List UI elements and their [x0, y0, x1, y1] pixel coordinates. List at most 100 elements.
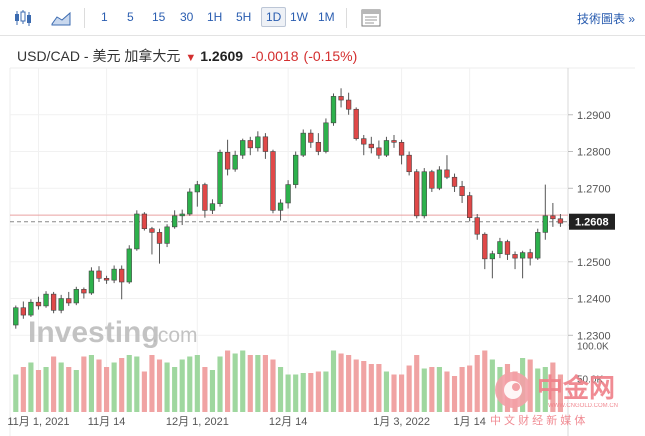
- candle-body: [557, 218, 564, 224]
- candle-body: [88, 270, 95, 294]
- volume-bar: [255, 355, 261, 412]
- volume-bar: [247, 355, 253, 412]
- candle-body: [323, 122, 329, 152]
- volume-bar: [51, 356, 57, 412]
- candle-body: [451, 176, 458, 187]
- volume-bar: [429, 367, 435, 412]
- area-type-icon[interactable]: [50, 8, 72, 28]
- candle-body: [376, 147, 382, 156]
- volume-bar: [134, 356, 140, 412]
- volume-bar: [406, 365, 412, 412]
- candle-body: [338, 96, 344, 101]
- timeframe-15[interactable]: 15: [152, 10, 166, 24]
- investing-logo: Investing: [28, 316, 160, 349]
- x-axis-tick-label: 11月 1, 2021: [7, 416, 69, 428]
- candle-body: [217, 151, 223, 205]
- timeframe-1h[interactable]: 1H: [207, 10, 223, 24]
- candle-body: [308, 132, 314, 143]
- y-axis-tick-label: 1.2700: [577, 183, 611, 195]
- timeframe-1d[interactable]: 1D: [261, 7, 287, 27]
- current-price-badge: [569, 213, 615, 230]
- candle-body: [368, 143, 374, 149]
- candle-body: [444, 169, 450, 178]
- indicators-panel-icon[interactable]: [360, 8, 382, 28]
- timeframe-5h[interactable]: 5H: [236, 10, 252, 24]
- y-axis-tick-label: 1.2500: [577, 257, 611, 269]
- volume-bar: [338, 353, 344, 412]
- timeframe-5[interactable]: 5: [127, 10, 134, 24]
- candle-body: [13, 307, 19, 326]
- candle-body: [149, 228, 155, 233]
- volume-bar: [209, 370, 216, 412]
- volume-bar: [308, 373, 314, 412]
- volume-bar: [66, 367, 72, 412]
- price-change-percent: (-0.15%): [303, 48, 358, 64]
- volume-bar: [512, 371, 518, 412]
- volume-bar: [444, 371, 450, 412]
- volume-bar: [300, 373, 306, 412]
- candle-body: [35, 301, 42, 307]
- y-axis-tick-label: 1.2800: [577, 147, 611, 159]
- candle-body: [550, 215, 556, 220]
- candle-body: [406, 154, 412, 173]
- volume-bar: [368, 364, 374, 412]
- candle-body: [66, 298, 72, 304]
- volume-bar: [474, 355, 480, 412]
- candle-body: [232, 154, 238, 170]
- volume-bar: [35, 370, 42, 412]
- y-axis-tick-label: 1.2600: [577, 220, 611, 232]
- candle-body: [141, 213, 148, 230]
- timeframe-30[interactable]: 30: [180, 10, 194, 24]
- timeframe-1w[interactable]: 1W: [290, 10, 308, 24]
- candle-body: [134, 213, 140, 250]
- volume-bar: [262, 355, 268, 412]
- volume-bar: [43, 367, 49, 412]
- x-axis-tick-label: 1月 3, 2022: [373, 416, 430, 428]
- volume-axis-label: 100.0K: [577, 341, 609, 352]
- volume-bar: [330, 350, 337, 412]
- volume-bar: [194, 355, 200, 412]
- volume-bar: [81, 356, 87, 412]
- investing-logo-suffix: .com: [152, 324, 198, 347]
- volume-bar: [119, 358, 125, 412]
- candle-body: [489, 253, 495, 260]
- volume-bar: [361, 361, 367, 412]
- candle-body: [459, 186, 465, 196]
- timeframe-1[interactable]: 1: [101, 10, 108, 24]
- candle-body: [209, 203, 216, 211]
- candlestick-type-icon[interactable]: [12, 8, 34, 28]
- toolbar-separator: [84, 8, 85, 28]
- candle-body: [164, 226, 170, 244]
- volume-bar: [13, 374, 19, 412]
- volume-bar: [353, 359, 359, 412]
- current-price-label: 1.2608: [575, 217, 609, 229]
- cngold-logo-icon: [504, 381, 522, 399]
- candle-body: [270, 151, 276, 211]
- cngold-logo-icon: [495, 372, 531, 408]
- candle-body: [436, 169, 443, 189]
- volume-bar: [217, 356, 223, 412]
- volume-bar: [550, 362, 556, 412]
- volume-bar: [467, 365, 473, 412]
- volume-bar: [399, 374, 405, 412]
- volume-bar: [164, 362, 170, 412]
- volume-bar: [111, 362, 117, 412]
- candle-body: [345, 99, 352, 110]
- volume-bar: [323, 371, 329, 412]
- x-axis-tick-label: 12月 1, 2021: [166, 416, 229, 428]
- candle-body: [300, 132, 306, 156]
- volume-bar: [520, 358, 526, 412]
- technical-chart-link[interactable]: 技術圖表 »: [576, 12, 635, 26]
- candle-body: [330, 96, 337, 124]
- timeframe-1m[interactable]: 1M: [318, 10, 335, 24]
- cngold-tagline: 中 文 财 经 新 媒 体: [490, 413, 585, 427]
- candle-body: [414, 171, 420, 217]
- toolbar-separator: [346, 8, 347, 28]
- volume-bar: [285, 374, 291, 412]
- volume-bar: [383, 371, 390, 412]
- candle-body: [512, 254, 518, 259]
- volume-bar: [557, 374, 564, 412]
- candle-body: [293, 154, 299, 185]
- x-axis-tick-label: 11月 14: [88, 416, 126, 428]
- volume-bar: [277, 367, 284, 412]
